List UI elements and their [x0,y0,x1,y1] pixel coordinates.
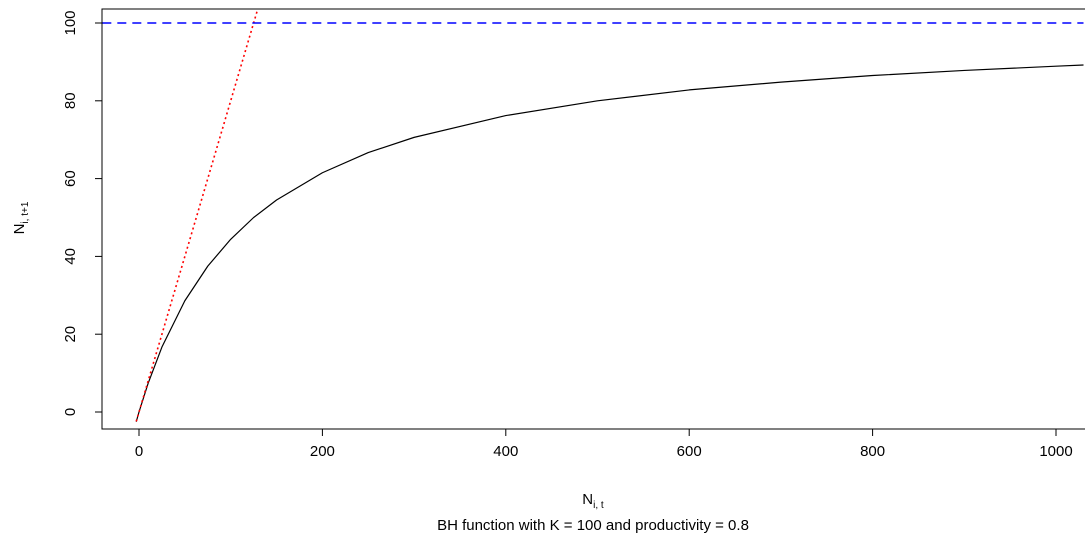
y-tick-label: 40 [62,248,79,265]
y-axis-title: Ni, t+1 [11,201,31,234]
bh-curve-line [135,64,1084,422]
y-tick-label: 20 [62,326,79,343]
x-axis-title-main: N [582,491,593,508]
slope-reference-line [135,9,259,422]
y-tick-label: 100 [62,10,79,35]
x-tick-label: 600 [677,443,702,460]
x-axis-title: Ni, t [582,491,604,511]
x-tick-label: 0 [135,443,143,460]
x-tick-label: 1000 [1039,443,1072,460]
y-tick-label: 60 [62,170,79,187]
y-tick-label: 0 [62,408,79,416]
x-tick-label: 200 [310,443,335,460]
x-tick-label: 800 [860,443,885,460]
y-axis-title-main: N [11,224,28,235]
y-tick-label: 80 [62,92,79,109]
x-axis: 0 200 400 600 800 1000 [135,428,1073,460]
x-tick-label: 400 [493,443,518,460]
chart-subtitle: BH function with K = 100 and productivit… [437,517,749,534]
x-axis-title-subscript: i, t [593,500,604,511]
y-axis: 0 20 40 60 80 100 [62,10,103,416]
y-axis-title-subscript: i, t+1 [20,201,31,223]
plot-marks [102,9,1084,422]
